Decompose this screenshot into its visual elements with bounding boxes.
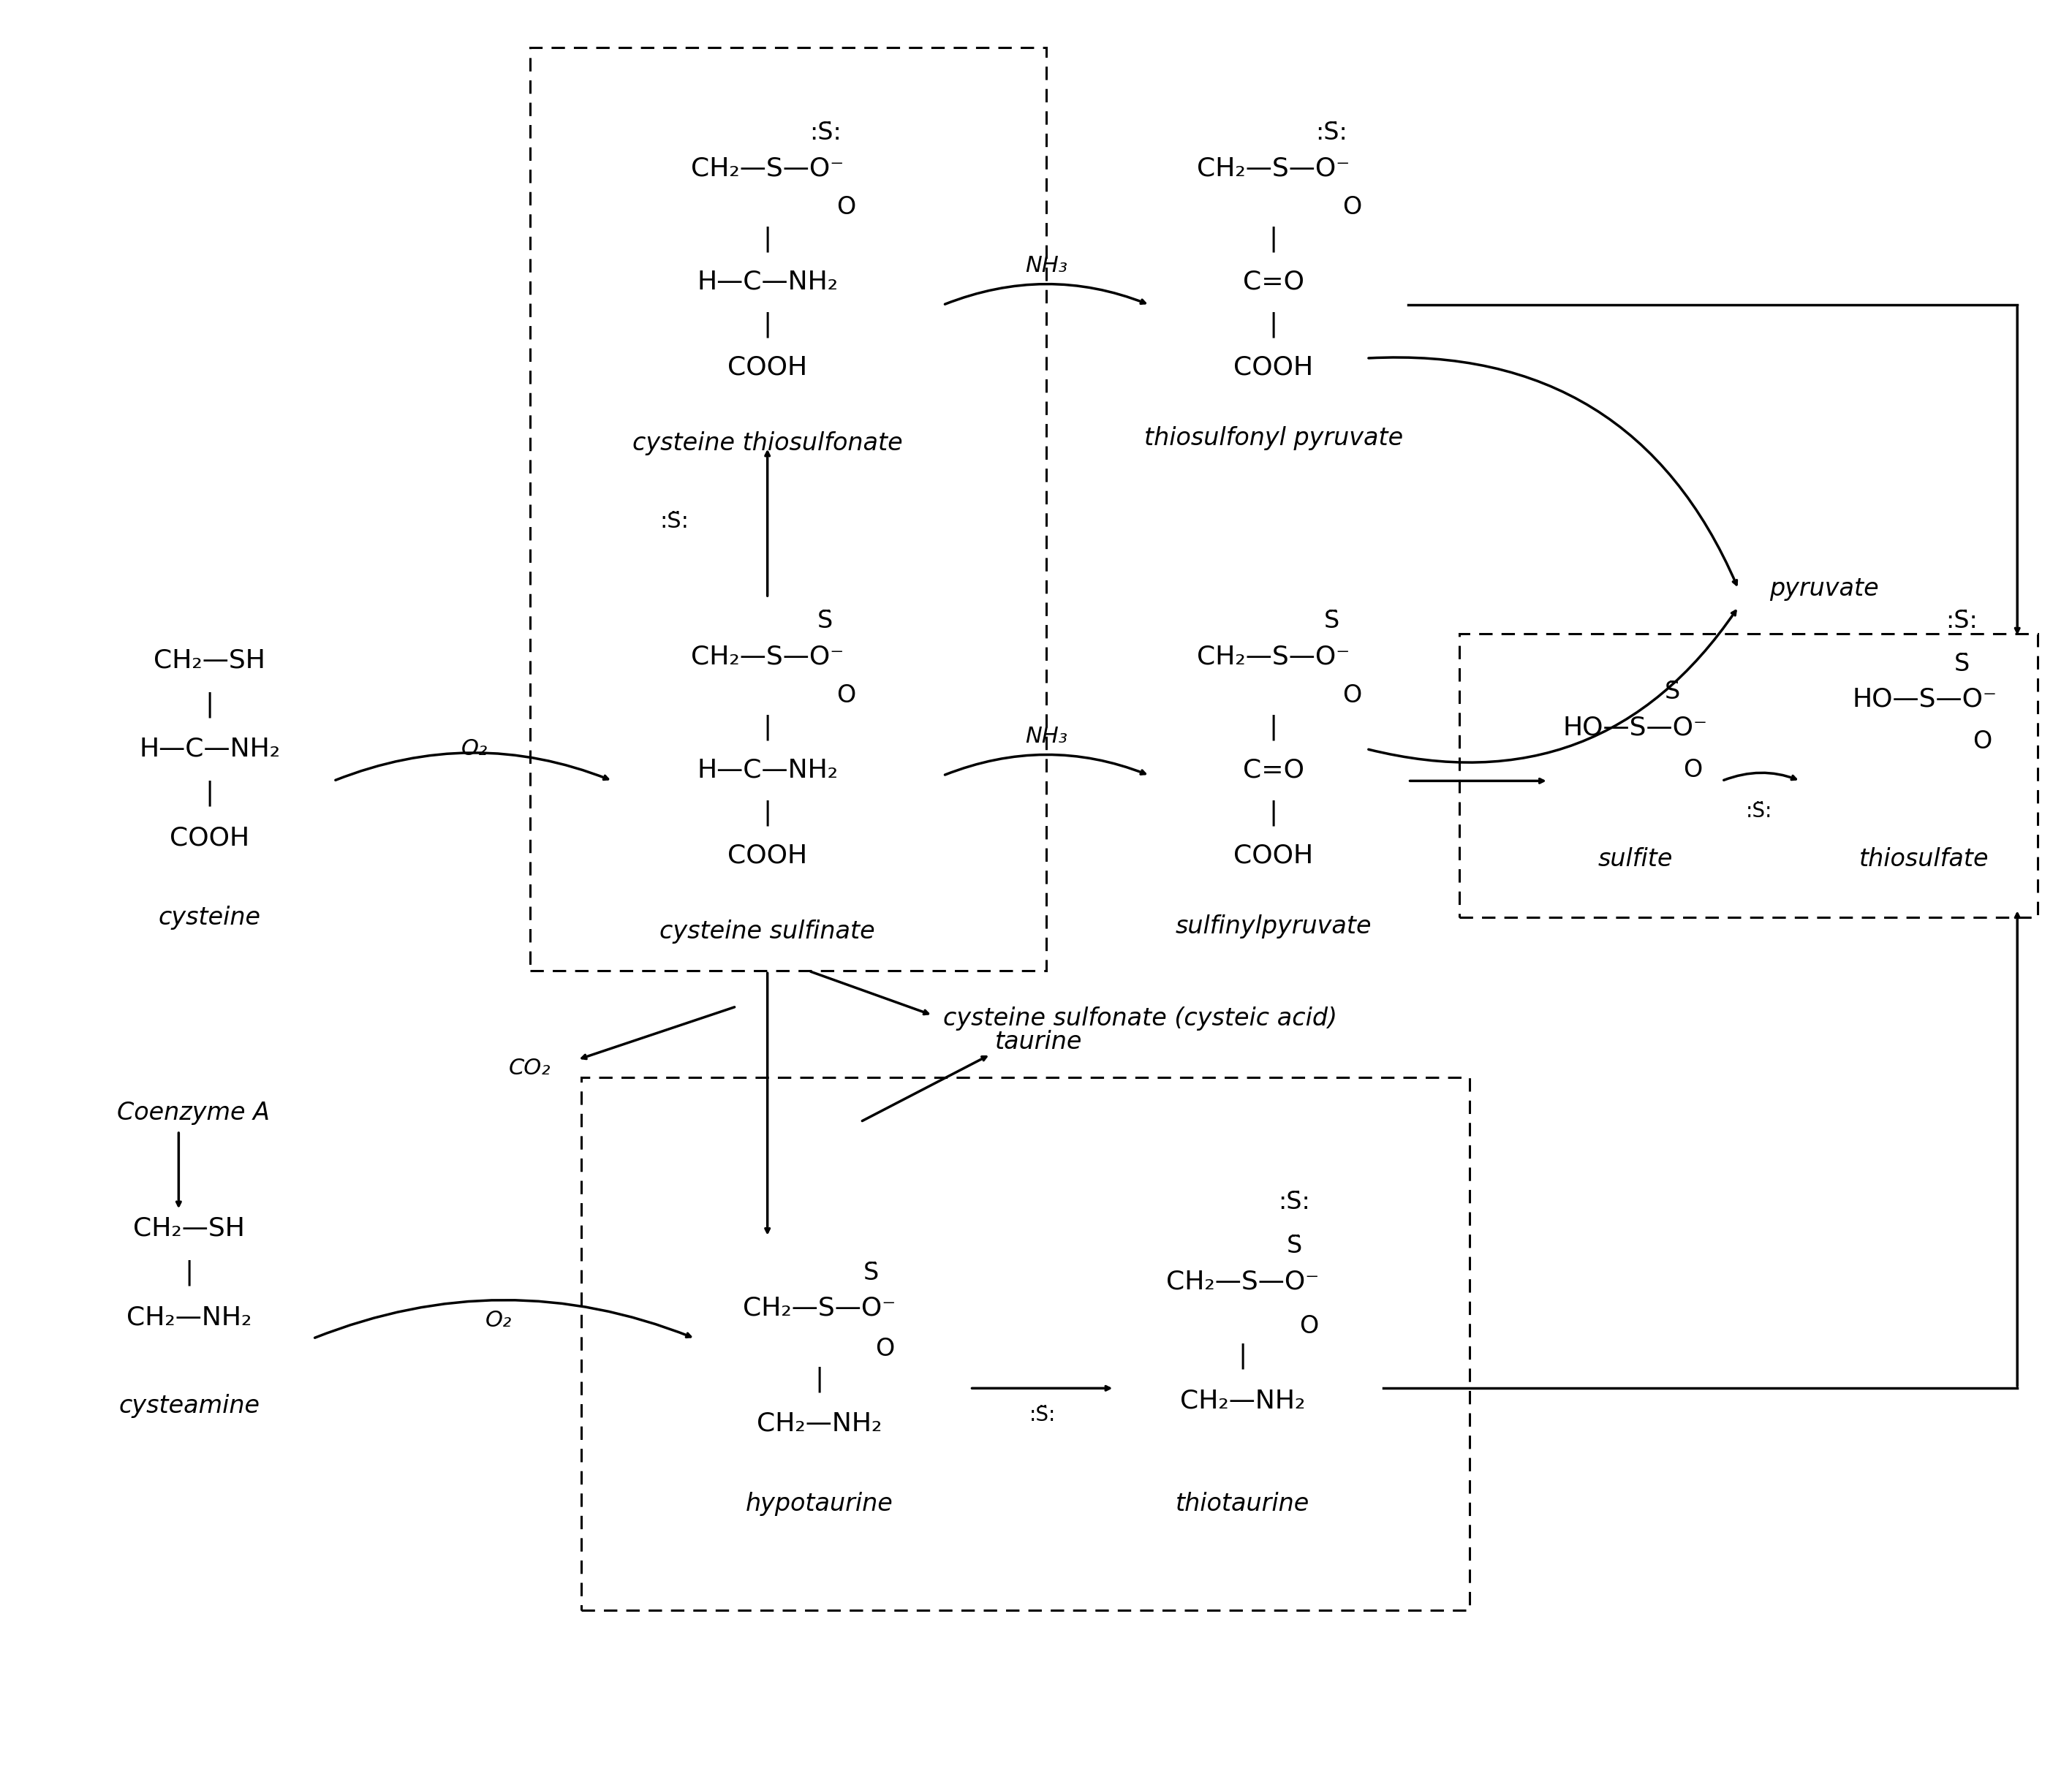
Text: |: | xyxy=(762,312,773,337)
Text: CH₂—S—O⁻: CH₂—S—O⁻ xyxy=(690,155,843,180)
Text: cysteine sulfinate: cysteine sulfinate xyxy=(659,920,874,944)
Text: NH₃: NH₃ xyxy=(1026,255,1067,276)
Text: O: O xyxy=(1682,757,1703,782)
Text: H—C—NH₂: H—C—NH₂ xyxy=(696,269,837,294)
Text: CH₂—NH₂: CH₂—NH₂ xyxy=(1179,1388,1305,1413)
Text: thiosulfate: thiosulfate xyxy=(1859,846,1989,871)
Text: S̈: S̈ xyxy=(1664,681,1680,704)
Text: O: O xyxy=(837,684,856,707)
Text: Coenzyme A: Coenzyme A xyxy=(116,1101,269,1124)
Text: H—C—NH₂: H—C—NH₂ xyxy=(139,736,280,761)
Text: |: | xyxy=(814,1367,823,1392)
Text: S̈: S̈ xyxy=(1954,652,1968,675)
Text: |: | xyxy=(762,800,773,825)
Text: NH₃: NH₃ xyxy=(1026,725,1067,747)
Text: CO₂: CO₂ xyxy=(508,1059,551,1080)
Text: S̈: S̈ xyxy=(1287,1235,1301,1258)
Text: O: O xyxy=(1973,731,1991,754)
Text: CH₂—S—O⁻: CH₂—S—O⁻ xyxy=(1198,643,1351,668)
Text: cysteine sulfonate (cysteic acid): cysteine sulfonate (cysteic acid) xyxy=(943,1007,1336,1032)
Text: COOH: COOH xyxy=(727,355,808,380)
Text: COOH: COOH xyxy=(170,825,249,850)
Text: thiosulfonyl pyruvate: thiosulfonyl pyruvate xyxy=(1144,426,1403,451)
Text: sulfite: sulfite xyxy=(1598,846,1672,871)
Text: :S̈:: :S̈: xyxy=(1278,1190,1310,1214)
Text: |: | xyxy=(1270,800,1278,825)
Text: :S̈:: :S̈: xyxy=(1316,121,1347,144)
Text: CH₂—S—O⁻: CH₂—S—O⁻ xyxy=(1198,155,1351,180)
Text: cysteamine: cysteamine xyxy=(118,1394,259,1418)
Text: pyruvate: pyruvate xyxy=(1769,577,1879,601)
Text: O: O xyxy=(1343,196,1361,219)
Text: C=O: C=O xyxy=(1243,269,1303,294)
Text: |: | xyxy=(762,226,773,253)
Text: CH₂—S—O⁻: CH₂—S—O⁻ xyxy=(1167,1269,1320,1294)
Text: S̈: S̈ xyxy=(862,1260,879,1285)
Text: COOH: COOH xyxy=(1233,843,1314,868)
Text: CH₂—S—O⁻: CH₂—S—O⁻ xyxy=(742,1296,895,1320)
Text: S̈: S̈ xyxy=(818,609,833,633)
Text: O: O xyxy=(1343,684,1361,707)
Text: cysteine: cysteine xyxy=(157,905,261,930)
Text: :S̈:: :S̈: xyxy=(1946,609,1977,633)
Text: O₂: O₂ xyxy=(460,738,487,759)
Text: cysteine thiosulfonate: cysteine thiosulfonate xyxy=(632,431,903,456)
Text: :S̈:: :S̈: xyxy=(1030,1404,1055,1426)
Text: taurine: taurine xyxy=(995,1030,1082,1053)
Text: C=O: C=O xyxy=(1243,757,1303,782)
Text: |: | xyxy=(1270,715,1278,741)
Text: |: | xyxy=(205,781,213,805)
Text: CH₂—SH: CH₂—SH xyxy=(133,1215,244,1240)
Text: COOH: COOH xyxy=(1233,355,1314,380)
Text: S̈: S̈ xyxy=(1324,609,1339,633)
Text: CH₂—NH₂: CH₂—NH₂ xyxy=(756,1411,883,1436)
Text: |: | xyxy=(762,715,773,741)
Text: CH₂—NH₂: CH₂—NH₂ xyxy=(126,1304,251,1329)
Text: |: | xyxy=(1270,312,1278,337)
Text: CH₂—SH: CH₂—SH xyxy=(153,647,265,672)
Text: |: | xyxy=(184,1260,193,1287)
Text: HO—S—O⁻: HO—S—O⁻ xyxy=(1852,686,1997,711)
Text: O: O xyxy=(876,1336,895,1361)
Text: :S̈:: :S̈: xyxy=(810,121,841,144)
Text: |: | xyxy=(205,691,213,718)
Text: O: O xyxy=(837,196,856,219)
Text: :S̈:: :S̈: xyxy=(1747,800,1772,822)
Text: sulfinylpyruvate: sulfinylpyruvate xyxy=(1175,914,1372,939)
Text: O: O xyxy=(1299,1313,1318,1338)
Text: |: | xyxy=(1239,1344,1247,1369)
Text: COOH: COOH xyxy=(727,843,808,868)
Text: CH₂—S—O⁻: CH₂—S—O⁻ xyxy=(690,643,843,668)
Text: HO—S—O⁻: HO—S—O⁻ xyxy=(1562,715,1707,740)
Text: H—C—NH₂: H—C—NH₂ xyxy=(696,757,837,782)
Text: |: | xyxy=(1270,226,1278,253)
Text: hypotaurine: hypotaurine xyxy=(746,1492,893,1516)
Text: O₂: O₂ xyxy=(485,1310,512,1331)
Text: :S̈:: :S̈: xyxy=(659,511,690,533)
Text: thiotaurine: thiotaurine xyxy=(1175,1492,1310,1516)
